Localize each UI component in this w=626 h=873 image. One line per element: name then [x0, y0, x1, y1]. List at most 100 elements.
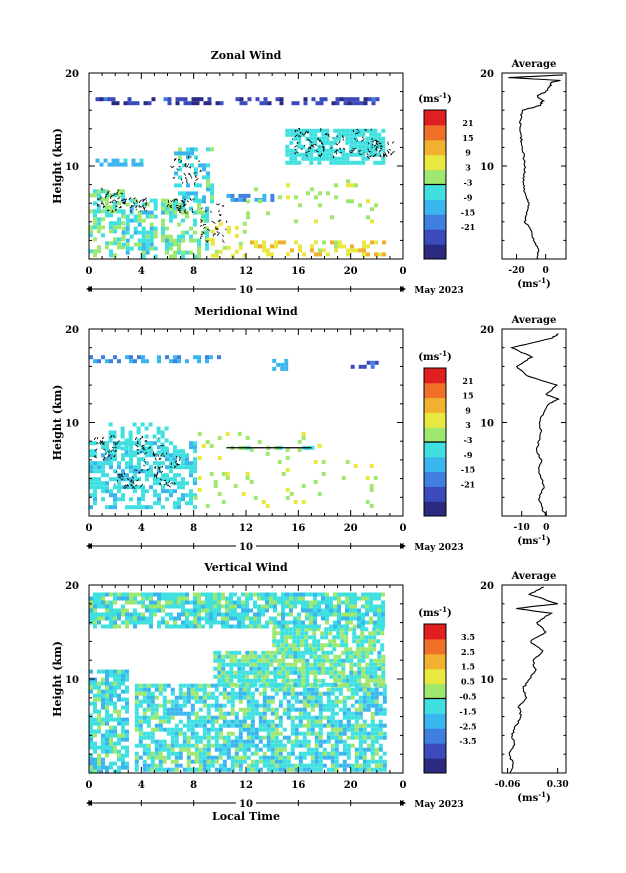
heatmap-cell [117, 481, 121, 486]
heatmap-cell [93, 729, 97, 734]
contour-segment [379, 145, 383, 148]
heatmap-cell [374, 735, 379, 740]
heatmap-cell [334, 755, 339, 760]
heatmap-cell [169, 604, 173, 609]
heatmap-cell [241, 654, 246, 659]
heatmap-cell [234, 197, 239, 202]
heatmap-cell [346, 707, 351, 712]
heatmap-cell [121, 193, 125, 198]
heatmap-cell [97, 669, 101, 674]
heatmap-cell [117, 445, 121, 450]
heatmap-cell [190, 163, 194, 168]
heatmap-cell [221, 674, 226, 679]
heatmap-cell [313, 608, 317, 613]
contour-segment [218, 209, 220, 213]
heatmap-cell [125, 765, 129, 770]
heatmap-cell [253, 678, 258, 683]
heatmap-cell [369, 463, 374, 468]
heatmap-cell [351, 97, 356, 102]
heatmap-cell [310, 759, 315, 764]
heatmap-cell [310, 687, 315, 692]
heatmap-cell [261, 499, 266, 504]
contour-segment [216, 231, 219, 234]
heatmap-cell [185, 600, 189, 605]
heatmap-cell [97, 753, 101, 758]
heatmap-cell [377, 152, 382, 157]
heatmap-cell [89, 461, 93, 466]
heatmap-cell [97, 757, 101, 762]
contour-segment [132, 202, 136, 205]
heatmap-cell [333, 612, 337, 617]
heatmap-cell [179, 97, 184, 102]
heatmap-cell [109, 600, 113, 605]
heatmap-cell [125, 453, 129, 458]
heatmap-cell [238, 695, 243, 700]
heatmap-cell [310, 691, 315, 696]
heatmap-cell [233, 654, 238, 659]
heatmap-cell [374, 240, 378, 245]
heatmap-cell [229, 624, 233, 629]
heatmap-cell [321, 471, 326, 476]
heatmap-cell [197, 600, 201, 605]
heatmap-cell [93, 612, 97, 617]
colorbar-segment [424, 442, 446, 458]
heatmap-cell [306, 691, 311, 696]
heatmap-cell [89, 745, 93, 750]
heatmap-cell [242, 755, 247, 760]
heatmap-cell [309, 654, 314, 659]
heatmap-cell [190, 147, 194, 152]
heatmap-cell [109, 765, 113, 770]
heatmap-cell [322, 739, 327, 744]
contour-segment [379, 149, 382, 152]
heatmap-cell [354, 731, 359, 736]
heatmap-cell [233, 612, 237, 617]
heatmap-cell [261, 624, 265, 629]
heatmap-cell [133, 441, 137, 446]
heatmap-cell [146, 715, 151, 720]
heatmap-cell [321, 658, 326, 663]
heatmap-cell [230, 743, 235, 748]
heatmap-cell [177, 465, 181, 470]
heatmap-cell [381, 612, 385, 617]
heatmap-cell [222, 711, 227, 716]
heatmap-cell [285, 662, 290, 667]
heatmap-cell [325, 612, 329, 617]
heatmap-cell [325, 682, 330, 687]
heatmap-cell [369, 596, 373, 601]
heatmap-cell [101, 689, 105, 694]
heatmap-cell [261, 650, 266, 655]
heatmap-cell [269, 662, 274, 667]
heatmap-cell [105, 213, 109, 218]
heatmap-cell [141, 469, 145, 474]
heatmap-cell [225, 670, 230, 675]
heatmap-cell [265, 658, 270, 663]
heatmap-cell [105, 189, 109, 194]
heatmap-cell [281, 658, 286, 663]
heatmap-cell [108, 422, 113, 427]
heatmap-cell [189, 600, 193, 605]
profile-title: Average [511, 571, 557, 582]
heatmap-cell [337, 654, 342, 659]
heatmap-cell [117, 221, 121, 226]
heatmap-cell [290, 687, 295, 692]
heatmap-cell [113, 620, 117, 625]
heatmap-cell [190, 703, 195, 708]
heatmap-cell [317, 666, 322, 671]
heatmap-cell [153, 501, 157, 506]
heatmap-cell [186, 743, 191, 748]
heatmap-cell [89, 725, 93, 730]
heatmap-cell [310, 699, 315, 704]
heatmap-cell [198, 719, 203, 724]
contour-segment [182, 201, 186, 204]
heatmap-cell [189, 465, 193, 470]
heatmap-cell [294, 699, 299, 704]
x-tick-label: 20 [344, 780, 358, 791]
heatmap-cell [229, 658, 234, 663]
heatmap-cell [209, 596, 213, 601]
heatmap-cell [109, 685, 113, 690]
heatmap-cell [266, 252, 270, 257]
date-label: 10 [239, 285, 253, 296]
heatmap-cell [133, 489, 137, 494]
heatmap-cell [266, 707, 271, 712]
